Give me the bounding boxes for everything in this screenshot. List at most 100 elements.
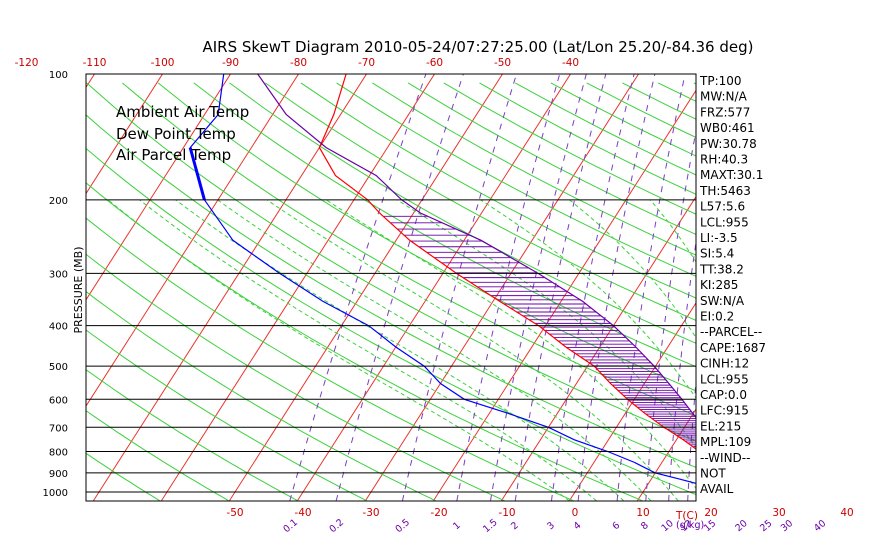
legend-dew-point-temp: Dew Point Temp [116,125,236,143]
mixing-ratio-line [820,74,842,501]
index-item: MPL:109 [700,435,751,449]
mixing-ratio-line [668,238,696,501]
legend-air-parcel-temp: Air Parcel Temp [116,146,231,164]
index-item: MAXT:30.1 [700,168,763,182]
diagram-grid [0,65,842,501]
isotherm-line [500,195,696,501]
mixing-ratio-tick-label: 4 [572,520,584,532]
dry-adiabat-line [264,82,696,321]
dry-adiabat-line [86,452,161,501]
index-item: TT:38.2 [699,262,744,276]
pressure-tick-label: 200 [49,196,68,207]
dry-adiabat-line [86,114,696,468]
mixing-ratio-tick-label: 40 [812,518,828,534]
dry-adiabat-line [86,290,437,501]
mixing-ratio-line [788,74,816,501]
top-temp-tick-label: -90 [222,57,239,69]
pressure-tick-label: 800 [49,447,68,458]
air-parcel-temp-line [257,74,696,419]
plot-frame [85,73,697,502]
legend: Ambient Air Temp Dew Point Temp Air Parc… [116,103,249,164]
mixing-ratio-tick-label: 2 [509,520,521,532]
dry-adiabat-line [193,82,696,368]
ambient-air-temp-line [318,74,696,450]
isotherm-line [86,74,164,195]
bottom-temp-tick-label: 40 [840,507,853,519]
moist-adiabat-line [396,199,696,449]
isotherm-line [86,74,96,89]
index-item: LCL:955 [700,372,749,386]
moist-adiabat-line [480,199,696,399]
mixing-ratio-unit-label: (g/kg) [676,520,704,531]
pressure-tick-label: 100 [49,70,68,81]
pressure-tick-label: 500 [49,362,68,373]
top-temp-tick-label: -80 [290,57,307,69]
mixing-ratio-tick-label: 1.5 [481,517,500,535]
pressure-tick-label: 600 [49,395,68,406]
moist-adiabat-line [266,199,679,501]
isotherm-line [92,74,368,501]
index-item: RH:40.3 [700,153,748,167]
index-item: L57:5.6 [700,200,745,214]
bottom-temp-tick-label: -10 [498,507,515,519]
isotherm-line [86,74,300,407]
legend-ambient-air-temp: Ambient Air Temp [116,103,249,121]
index-item: EL:215 [700,419,741,433]
index-item: KI:285 [700,278,738,292]
index-item: LI:-3.5 [700,231,738,245]
top-temp-tick-label: -60 [426,57,443,69]
mixing-ratio-tick-label: 8 [639,520,651,532]
index-item: PW:30.78 [700,137,757,151]
mixing-ratio-tick-label: 0.1 [281,517,300,535]
mixing-ratio-line [289,74,427,501]
index-item: WB0:461 [700,121,755,135]
index-item: SI:5.4 [700,247,734,261]
dry-adiabat-line [372,82,696,256]
dew-point-thick-segment [188,147,206,201]
index-item: --PARCEL-- [700,325,762,339]
mixing-ratio-tick-label: 25 [758,518,774,534]
dry-adiabat-line [229,82,696,344]
index-item: TP:100 [699,74,742,88]
moist-adiabat-line [325,199,696,490]
mixing-ratio-line [645,128,696,501]
index-item: LFC:915 [700,404,749,418]
bottom-temp-tick-label: -30 [362,507,379,519]
index-item: TH:5463 [699,184,751,198]
mixing-ratio-tick-label: 10 [659,518,675,534]
bottom-temp-tick-label: -40 [294,507,311,519]
cape-hatching [383,215,696,449]
bottom-temp-tick-label: -50 [226,507,243,519]
mixing-ratio-line [401,74,517,501]
dry-adiabat-line [86,182,643,501]
mixing-ratio-line [490,74,587,501]
moist-adiabat-line [175,199,625,501]
index-item: CAPE:1687 [700,341,766,355]
isotherm-line [568,302,696,501]
pressure-tick-label: 900 [49,469,68,480]
mixing-ratio-line [577,74,656,501]
bottom-temp-tick-label: 10 [636,507,649,519]
top-temp-tick-label: -100 [151,57,175,69]
isotherm-line [364,74,640,501]
pressure-tick-label: 1000 [43,488,68,499]
mixing-ratio-line [514,74,607,501]
isotherm-line [0,65,32,501]
mixing-ratio-tick-label: 0.2 [327,517,346,535]
pressure-tick-label: 700 [49,423,68,434]
moist-adiabat-line [139,199,597,501]
mixing-ratio-tick-label: 3 [545,520,557,532]
dry-adiabat-line [86,329,368,501]
mixing-ratio-tick-label: 20 [733,518,749,534]
top-temp-tick-label: -40 [562,57,579,69]
dry-adiabat-line [86,147,696,496]
mixing-ratio-tick-label: 6 [610,520,622,532]
index-item: CINH:12 [700,357,749,371]
index-item: AVAIL [700,482,734,496]
mixing-ratio-line [768,74,801,501]
index-item: FRZ:577 [700,105,750,119]
bottom-temp-tick-label: 30 [772,507,785,519]
index-item: MW:N/A [700,90,748,104]
dry-adiabat-line [86,82,696,442]
